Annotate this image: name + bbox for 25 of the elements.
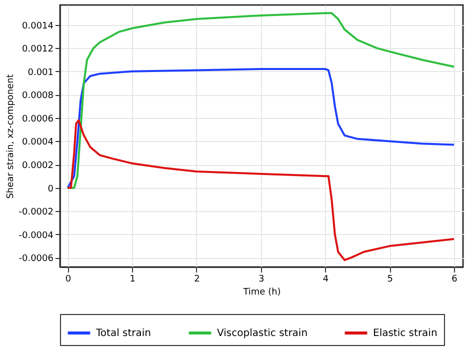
x-tick-label: 1 [130,274,136,284]
x-tick-label: 5 [387,274,393,284]
x-tick-label: 0 [65,274,72,284]
line-series [66,119,455,262]
x-axis-title: Time (h) [242,288,281,298]
y-tick-label: 0.0012 [22,44,54,55]
y-tick-label: -0.0006 [18,254,54,264]
y-axis-title: Shear strain, xz-component [6,74,16,199]
legend-label: Viscoplastic strain [217,328,308,339]
line-series [66,68,455,189]
legend-label: Elastic strain [373,328,438,339]
x-tick-label: 3 [258,274,264,284]
y-tick-label: 0.0006 [22,114,54,124]
y-tick-label: -0.0002 [18,208,54,218]
y-tick-label: 0.0008 [22,91,54,102]
y-tick-label: 0.0014 [22,21,54,32]
x-tick-label: 2 [194,274,200,284]
y-tick-label: 0.0002 [22,161,54,172]
y-tick-label: -0.0004 [18,230,54,241]
y-tick-label: 0 [48,184,54,194]
y-tick-label: 0.001 [28,68,54,78]
x-tick-label: 6 [452,274,458,284]
y-tick-label: 0.0004 [22,138,54,148]
x-tick-label: 4 [322,274,329,284]
legend-label: Total strain [95,328,152,339]
